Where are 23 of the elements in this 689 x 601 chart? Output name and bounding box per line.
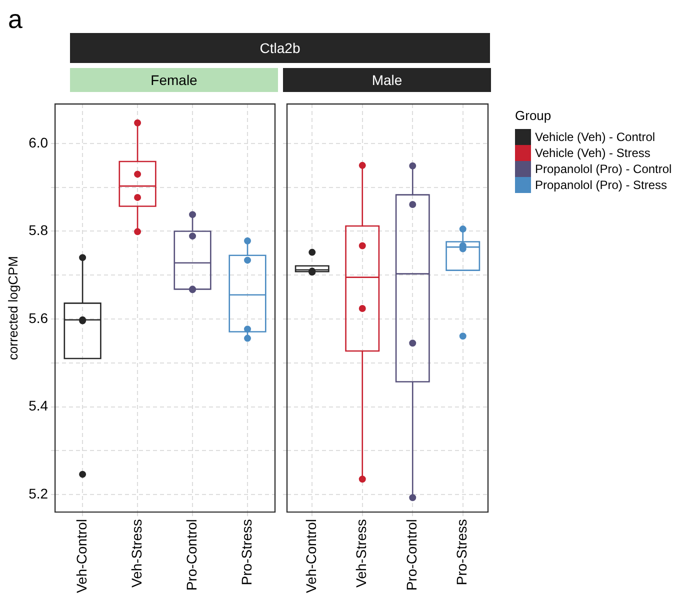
chart-title: Ctla2b [70,33,490,63]
x-tick-label: Pro-Control [183,519,200,591]
x-tick-label: Pro-Stress [238,519,254,586]
chart-subtitle: Female [70,68,278,92]
legend-label: Vehicle (Veh) - Control [535,130,656,144]
x-tick-label: Pro-Stress [454,519,470,586]
y-tick-label: 5.6 [28,310,48,326]
x-tick-label: Veh-Control [302,519,319,594]
legend-label: Vehicle (Veh) - Stress [535,146,650,160]
y-tick-label: 6.0 [28,134,48,150]
legend-title: Group [515,108,552,123]
y-axis-title: corrected logCPM [5,256,20,360]
x-tick-label: Pro-Control [403,519,420,591]
x-tick-label: Veh-Stress [353,519,370,588]
x-tick-label: Veh-Stress [128,519,144,588]
y-tick-label: 5.2 [28,485,48,502]
y-tick-label: 5.4 [28,398,48,414]
text: a [8,4,22,35]
x-tick-label: Veh-Control [73,519,90,594]
legend-label: Propanolol (Pro) - Control [535,162,672,176]
chart-subtitle: Male [283,68,491,92]
legend-label: Propanolol (Pro) - Stress [535,178,668,192]
y-tick-label: 5.8 [28,222,48,238]
